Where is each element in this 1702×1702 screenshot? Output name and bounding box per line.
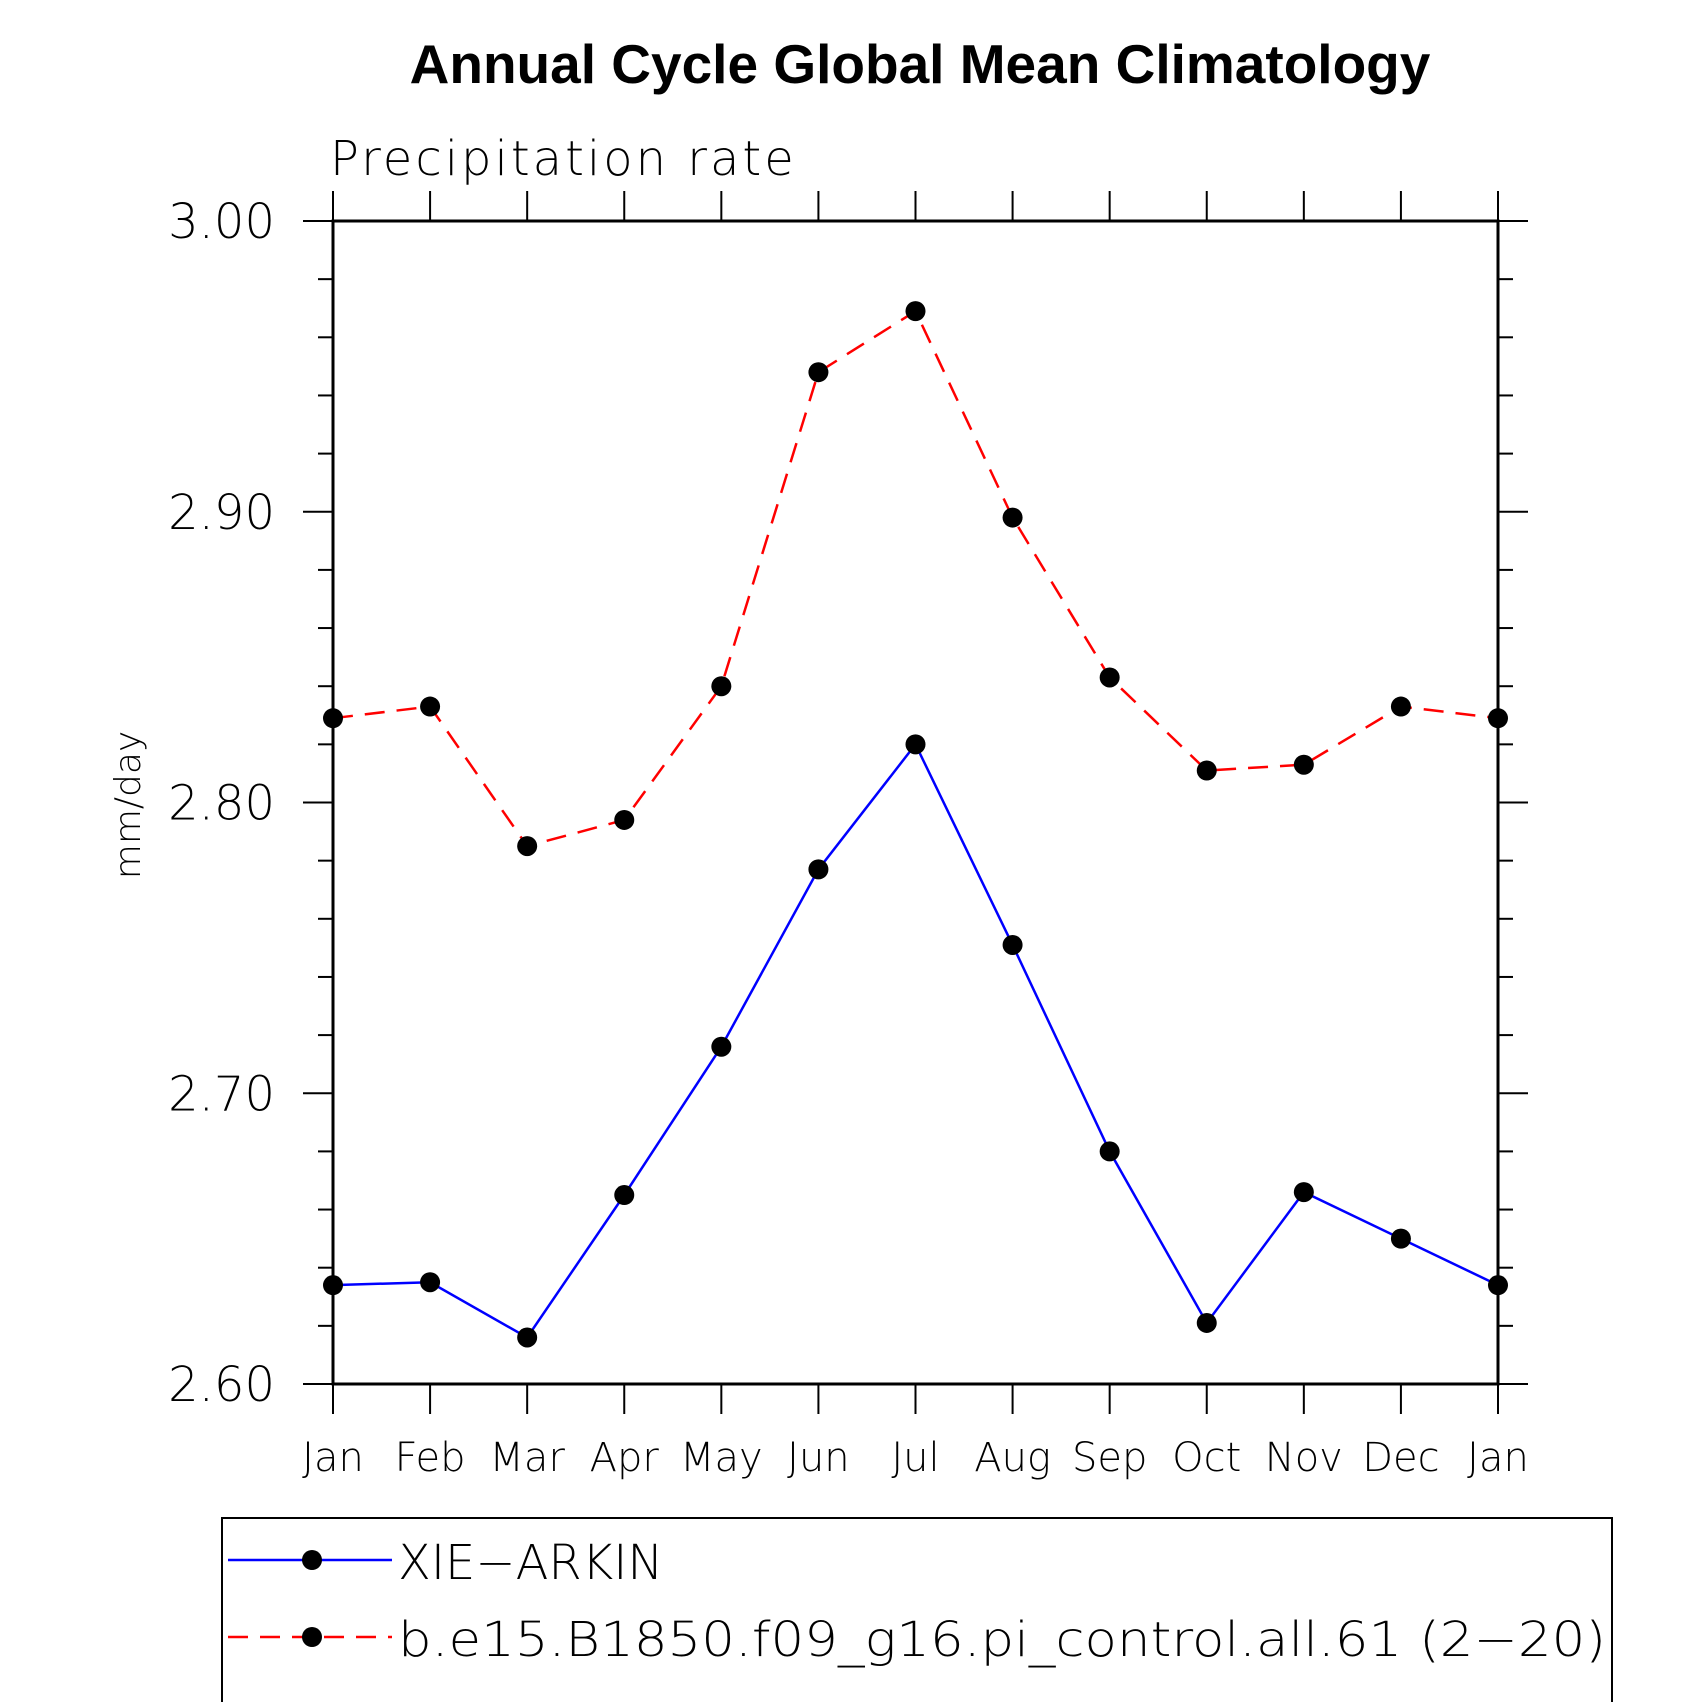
- series-layer: [323, 301, 1508, 1348]
- y-tick-label: 2.70: [168, 1066, 275, 1122]
- x-tick-label: Sep: [1072, 1435, 1147, 1481]
- data-point-s0-4: [711, 1036, 732, 1057]
- x-tick-label: Dec: [1362, 1435, 1439, 1481]
- data-point-s1-7: [1002, 507, 1023, 528]
- x-tick-label: Aug: [974, 1435, 1051, 1481]
- x-tick-label: Jul: [891, 1435, 939, 1481]
- data-point-s1-5: [808, 362, 829, 383]
- legend-marker-1: [302, 1627, 322, 1647]
- y-tick-label: 2.90: [168, 485, 275, 541]
- data-point-s1-1: [420, 696, 441, 717]
- data-point-s1-9: [1196, 760, 1217, 781]
- legend: XIE−ARKIN b.e15.B1850.f09_g16.pi_control…: [221, 1517, 1613, 1702]
- data-point-s0-8: [1099, 1141, 1120, 1162]
- y-tick-label: 3.00: [168, 194, 275, 250]
- y-axis-ticks: 2.60 2.70 2.80 2.90 3.00: [168, 194, 1528, 1413]
- data-point-s1-8: [1099, 667, 1120, 688]
- x-tick-label: May: [680, 1435, 763, 1481]
- data-point-s0-5: [808, 859, 829, 880]
- data-point-s1-6: [905, 301, 926, 322]
- legend-label-0: XIE−ARKIN: [398, 1535, 663, 1591]
- data-point-s1-3: [614, 809, 635, 830]
- data-point-s1-2: [517, 836, 538, 857]
- data-point-s0-6: [905, 734, 926, 755]
- data-point-s0-12: [1488, 1275, 1508, 1296]
- data-point-s0-9: [1196, 1312, 1217, 1333]
- data-point-s1-4: [711, 676, 732, 697]
- data-point-s0-3: [614, 1185, 635, 1206]
- legend-marker-0: [302, 1550, 322, 1570]
- data-point-s0-2: [517, 1327, 538, 1348]
- x-tick-label: Mar: [489, 1435, 565, 1481]
- x-tick-label: Oct: [1172, 1435, 1241, 1481]
- plot-frame: [331, 219, 1500, 1386]
- data-point-s1-12: [1488, 708, 1508, 729]
- x-tick-label: Jan: [1467, 1435, 1529, 1481]
- y-axis-label: mm/day: [108, 731, 149, 879]
- x-tick-label: Jun: [787, 1435, 850, 1481]
- data-point-s1-11: [1390, 696, 1411, 717]
- data-point-s0-10: [1293, 1182, 1314, 1203]
- data-point-s0-7: [1002, 934, 1023, 955]
- legend-box: [221, 1517, 1613, 1702]
- data-point-s0-0: [323, 1275, 343, 1296]
- chart-subtitle: Precipitation rate: [330, 131, 797, 187]
- y-tick-label: 2.80: [168, 776, 275, 832]
- x-tick-label: Jan: [302, 1435, 364, 1481]
- series-line-0: [332, 741, 1499, 1340]
- series-line-1: [332, 309, 1499, 848]
- legend-label-1: b.e15.B1850.f09_g16.pi_control.all.61 (2…: [398, 1612, 1606, 1668]
- chart-title: Annual Cycle Global Mean Climatology: [410, 33, 1431, 95]
- data-point-s1-0: [323, 708, 343, 729]
- x-tick-label: Nov: [1265, 1435, 1343, 1481]
- data-point-s1-10: [1293, 754, 1314, 775]
- x-tick-label: Feb: [395, 1435, 466, 1481]
- data-point-s0-1: [420, 1272, 441, 1293]
- data-point-s0-11: [1390, 1228, 1411, 1249]
- x-tick-label: Apr: [590, 1435, 660, 1481]
- y-tick-label: 2.60: [168, 1357, 275, 1413]
- x-axis-ticks: Jan Feb Mar Apr May Jun Jul Aug Sep Oct Nov Dec Jan: [302, 191, 1529, 1481]
